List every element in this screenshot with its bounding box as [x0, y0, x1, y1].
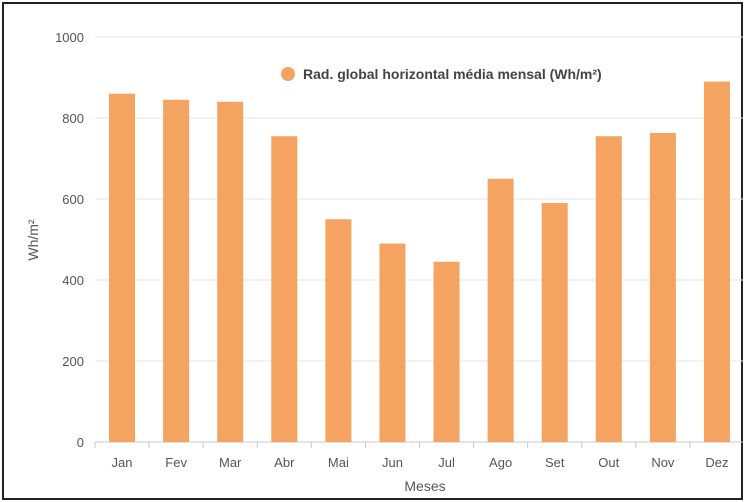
x-tick-label: Jul	[438, 455, 455, 470]
legend-label: Rad. global horizontal média mensal (Wh/…	[303, 66, 602, 82]
legend[interactable]: Rad. global horizontal média mensal (Wh/…	[281, 66, 602, 82]
x-tick-label: Mai	[328, 455, 349, 470]
legend-marker	[281, 67, 295, 81]
bar-jun[interactable]	[379, 243, 406, 442]
x-tick-label: Jan	[112, 455, 133, 470]
bar-nov[interactable]	[649, 132, 676, 443]
bar-out[interactable]	[595, 136, 622, 442]
x-tick-label: Jun	[382, 455, 403, 470]
x-tick-label: Dez	[705, 455, 728, 470]
x-tick-label: Mar	[219, 455, 242, 470]
bar-mar[interactable]	[217, 101, 244, 443]
y-tick-label: 800	[62, 111, 84, 126]
y-tick-label: 1000	[55, 30, 84, 45]
bar-jul[interactable]	[433, 261, 460, 442]
x-axis-ticks: Jan Fev Mar Abr Mai Jun Jul Ago Set Out Nov Dez	[94, 442, 729, 470]
y-tick-label: 400	[62, 273, 84, 288]
y-axis-label: Wh/m²	[25, 219, 41, 261]
y-tick-label: 0	[77, 435, 84, 450]
bar-jan[interactable]	[109, 93, 136, 442]
x-tick-label: Abr	[274, 455, 295, 470]
bar-abr[interactable]	[271, 136, 298, 442]
bar-ago[interactable]	[487, 178, 514, 442]
y-tick-label: 200	[62, 354, 84, 369]
bar-fev[interactable]	[163, 99, 190, 443]
bar-set[interactable]	[541, 203, 568, 442]
bar-dez[interactable]	[703, 81, 730, 443]
y-tick-label: 600	[62, 192, 84, 207]
x-tick-label: Out	[598, 455, 619, 470]
x-tick-label: Fev	[165, 455, 187, 470]
y-axis-ticks: 0 200 400 600 800 1000	[55, 30, 84, 450]
x-tick-label: Ago	[489, 455, 512, 470]
x-tick-label: Nov	[651, 455, 675, 470]
grid-lines	[95, 36, 744, 443]
x-axis-label: Meses	[404, 478, 445, 494]
bar-mai[interactable]	[325, 219, 352, 442]
x-tick-label: Set	[545, 455, 565, 470]
bars	[109, 81, 730, 443]
